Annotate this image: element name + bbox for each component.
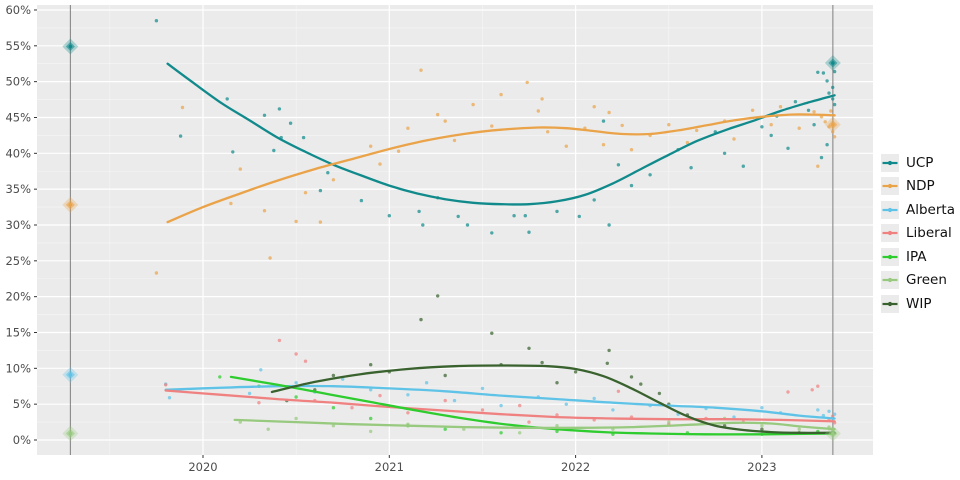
y-tick-label-0: 0%: [13, 433, 31, 447]
legend-swatch-alberta: [881, 200, 899, 219]
legend-swatch-green: [881, 271, 899, 290]
legend-swatch-wip: [881, 294, 899, 313]
trend-line-wip: [270, 364, 836, 435]
gridlines-major: [37, 5, 873, 455]
y-tick-label-25: 25%: [5, 254, 31, 268]
legend-label-liberal: Liberal: [906, 225, 952, 242]
legend-label-wip: WIP: [906, 295, 932, 312]
y-tick-label-40: 40%: [5, 146, 31, 160]
scatter-liberal: [164, 338, 837, 426]
legend-item-wip: WIP: [881, 292, 955, 316]
trend-line-ndp: [166, 113, 836, 224]
legend-item-liberal: Liberal: [881, 222, 955, 246]
result-diamond-green-election-2019: [62, 425, 79, 442]
y-tick-label-30: 30%: [5, 218, 31, 232]
legend-swatch-ucp: [881, 153, 899, 172]
axes: 0% 5% 10% 15% 20% 25% 30% 35% 40% 45% 50% 55% 60% 202…: [5, 3, 776, 474]
x-tick-label-2022: 2022: [561, 460, 590, 474]
y-tick-label-55: 55%: [5, 39, 31, 53]
result-diamond-alberta-election-2019: [62, 366, 79, 383]
result-diamond-ucp-election-2019: [62, 38, 79, 55]
result-diamond-green-election-2023: [824, 425, 841, 442]
legend-item-alberta: Alberta: [881, 198, 955, 222]
gridlines-minor: [37, 5, 873, 455]
legend-swatch-ndp: [881, 177, 899, 196]
trend-line-liberal: [164, 389, 836, 423]
trend-line-ipa: [229, 375, 836, 436]
legend-item-ipa: IPA: [881, 245, 955, 269]
legend: UCP NDP Alberta Liberal IPA Green WIP: [881, 151, 955, 316]
result-diamond-ucp-election-2023: [824, 55, 841, 72]
legend-swatch-ipa: [881, 247, 899, 266]
legend-label-ndp: NDP: [906, 178, 935, 195]
plot-panel: [37, 5, 873, 455]
x-tick-label-2023: 2023: [747, 460, 776, 474]
y-tick-label-20: 20%: [5, 290, 31, 304]
y-tick-label-45: 45%: [5, 110, 31, 124]
result-diamond-ndp-election-2023: [824, 116, 841, 133]
legend-label-alberta: Alberta: [906, 201, 955, 218]
scatter-ucp: [154, 19, 837, 235]
result-diamond-ndp-election-2019: [62, 196, 79, 213]
y-tick-label-60: 60%: [5, 3, 31, 17]
legend-label-ipa: IPA: [906, 248, 927, 265]
y-tick-label-50: 50%: [5, 75, 31, 89]
trend-line-ucp: [166, 62, 836, 206]
y-tick-label-35: 35%: [5, 182, 31, 196]
x-tick-label-2020: 2020: [188, 460, 217, 474]
legend-item-ndp: NDP: [881, 175, 955, 199]
x-tick-label-2021: 2021: [375, 460, 404, 474]
legend-swatch-liberal: [881, 224, 899, 243]
y-tick-label-5: 5%: [13, 397, 31, 411]
legend-item-ucp: UCP: [881, 151, 955, 175]
trend-line-green: [233, 418, 836, 431]
y-tick-label-15: 15%: [5, 325, 31, 339]
legend-label-ucp: UCP: [906, 154, 934, 171]
y-tick-label-10: 10%: [5, 361, 31, 375]
legend-item-green: Green: [881, 269, 955, 293]
legend-label-green: Green: [906, 272, 947, 289]
